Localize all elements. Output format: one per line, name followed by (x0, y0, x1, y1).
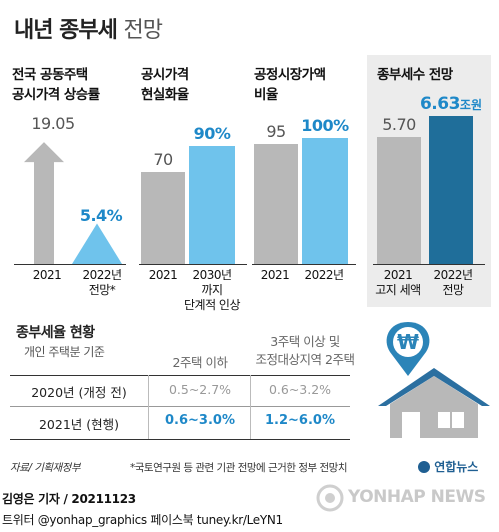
bar-2021 (141, 172, 185, 264)
page-title: 내년 종부세 전망 (14, 12, 163, 44)
panel4-value-2021: 5.70 (382, 114, 416, 134)
bar-2022-down-arrow (72, 223, 122, 264)
panel1-header-line1: 전국 공동주택 (12, 67, 88, 83)
table-row-label: 2020년 (개정 전) (31, 385, 127, 400)
table-cell: 0.6~3.2% (268, 382, 332, 397)
bar-2030 (189, 146, 235, 264)
social-links: 트위터 @yonhap_graphics 페이스북 tuney.kr/LeYN1 (2, 513, 283, 527)
agency-logo-small: 연합뉴스 (418, 458, 478, 475)
panel4-xlabel-2021: 2021 고지 세액 (375, 268, 421, 297)
yonhap-watermark: YONHAP NEWS (316, 484, 498, 512)
panel3-xlabel-2022: 2022년 (304, 268, 344, 282)
panel3-header-line2: 비율 (254, 87, 278, 103)
panel1-arrows (24, 142, 122, 264)
panel2-xlabel-2021: 2021 (148, 268, 178, 282)
table-bottom-rule (10, 439, 350, 440)
panel2-header-line2: 현실화율 (141, 87, 189, 103)
panel1-value-2021: 19.05 (31, 114, 75, 133)
panel1-header-line2: 공시가격 상승률 (12, 87, 100, 103)
table-vrule-2 (250, 375, 251, 439)
bar-2021 (254, 144, 298, 264)
panel3-header-line1: 공정시장가액 (254, 67, 326, 83)
panel4-baseline (373, 264, 485, 265)
bar-2021-up-arrow (24, 142, 64, 264)
footnote: *국토연구원 등 관련 기관 전망에 근거한 정부 전망치 (130, 462, 347, 474)
table-cell: 0.5~2.7% (168, 382, 232, 397)
bar-2022 (302, 138, 348, 264)
panel3-value-2021: 95 (266, 122, 286, 142)
panel2-value-2021: 70 (153, 150, 173, 170)
yonhap-watermark-icon (316, 484, 344, 512)
panel1-baseline (14, 264, 126, 265)
panel1-header: 전국 공동주택 공시가격 상승률 (12, 65, 100, 105)
table-top-rule (10, 375, 350, 376)
bar-2022 (429, 116, 473, 264)
table-cell: 0.6~3.0% (165, 413, 235, 428)
panel3-value-2022: 100% (301, 116, 349, 135)
table-row-label: 2021년 (현행) (38, 417, 120, 432)
panel4-value-2022: 6.63조원 (419, 94, 483, 114)
panel3-xlabel-2021: 2021 (260, 268, 290, 282)
panel4-header: 종부세수 전망 (377, 67, 453, 83)
panel3-baseline (252, 264, 356, 265)
yonhap-logo-icon (418, 461, 430, 473)
byline: 김영은 기자 / 20211123 (2, 492, 136, 506)
panel2-header-line1: 공시가격 (141, 67, 189, 83)
panel2-baseline (139, 264, 247, 265)
title-main: 내년 종부세 (14, 18, 118, 43)
panel2-header: 공시가격 현실화율 (141, 65, 189, 105)
rate-table-col2-header: 3주택 이상 및 조정대상지역 2주택 (255, 334, 355, 367)
table-vrule-1 (148, 375, 149, 439)
panel1-value-2022: 5.4% (79, 206, 123, 225)
source-note: 자료/ 기획재정부 (10, 462, 81, 474)
panel4-xlabel-2022: 2022년 전망 (433, 268, 473, 297)
panel2-xlabel-2030: 2030년 까지 단계적 인상 (183, 268, 241, 312)
rate-table-title: 종부세율 현황 (16, 325, 95, 341)
rate-table-subtitle: 개인 주택분 기준 (24, 345, 105, 359)
table-cell: 1.2~6.0% (265, 413, 335, 428)
panel1-xlabel-2021: 2021 (32, 268, 62, 282)
bar-2021 (377, 136, 421, 264)
panel3-header: 공정시장가액 비율 (254, 65, 326, 105)
house-won-icon: ₩ (378, 322, 490, 438)
rate-table-col1-header: 2주택 이하 (172, 355, 228, 370)
table-mid-rule (10, 406, 350, 407)
title-sub: 전망 (123, 18, 163, 43)
panel2-value-2030: 90% (193, 124, 231, 143)
won-symbol: ₩ (397, 330, 419, 354)
panel1-xlabel-2022: 2022년 전망* (82, 268, 122, 297)
